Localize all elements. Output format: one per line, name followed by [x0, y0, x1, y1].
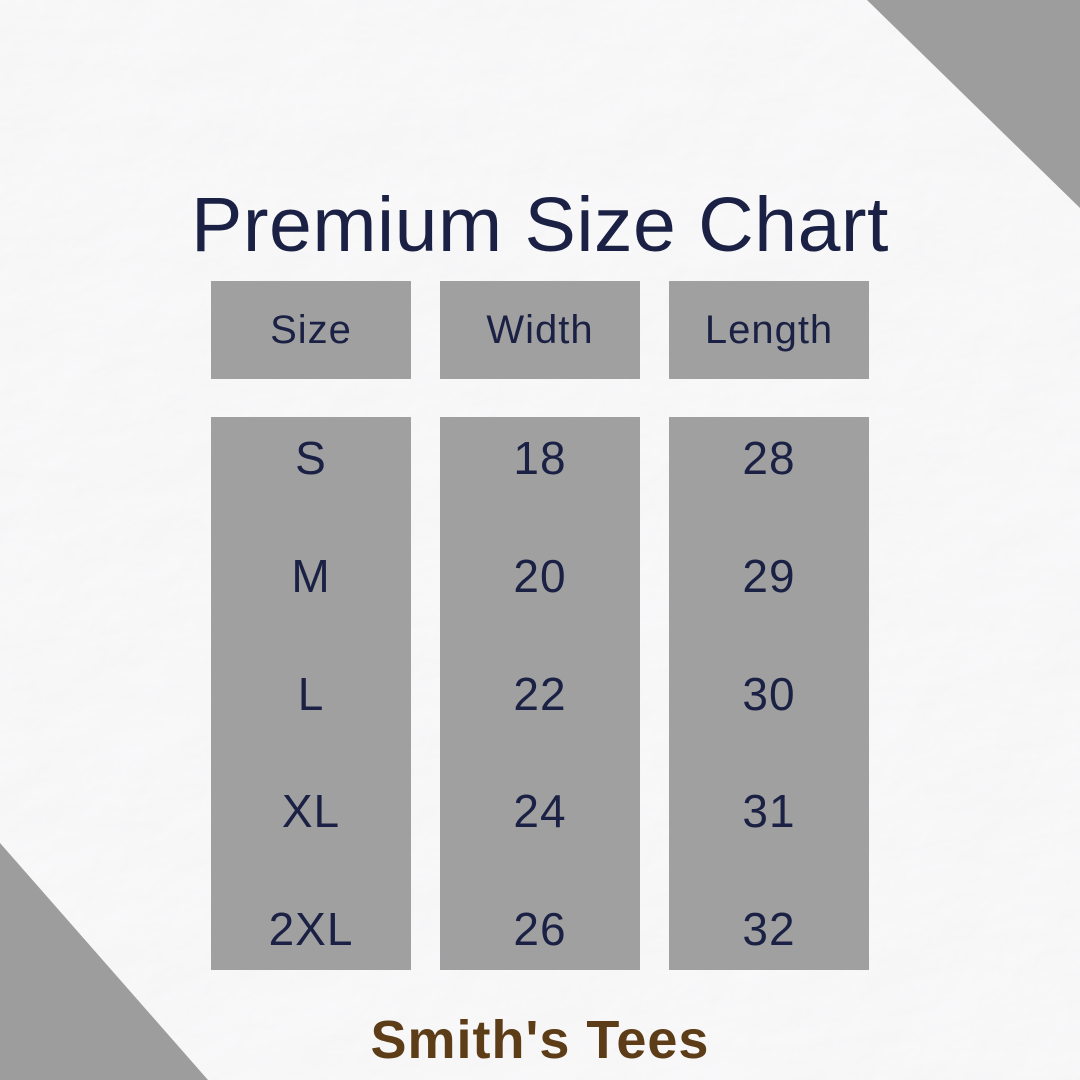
- width-cell: 18: [513, 432, 567, 484]
- size-cell: S: [295, 432, 327, 484]
- length-column: 28 29 30 31 32: [669, 417, 869, 970]
- size-column: S M L XL 2XL: [211, 417, 411, 970]
- width-cell: 26: [513, 903, 567, 955]
- size-cell: 2XL: [268, 903, 354, 955]
- column-header-length: Length: [669, 281, 869, 379]
- brand-name: Smith's Tees: [370, 1010, 710, 1070]
- length-cell: 29: [742, 549, 796, 602]
- size-cell: XL: [281, 785, 341, 838]
- page-title: Premium Size Chart: [191, 181, 889, 268]
- width-column: 18 20 22 24 26: [440, 417, 640, 970]
- column-header-size: Size: [211, 281, 411, 379]
- length-cell: 28: [742, 432, 796, 484]
- column-header-width: Width: [440, 281, 640, 379]
- length-cell: 31: [742, 785, 796, 838]
- width-cell: 24: [513, 785, 567, 838]
- size-table: Size Width Length S M L XL 2XL 18 20 22 …: [211, 281, 869, 970]
- size-cell: L: [297, 667, 325, 720]
- width-cell: 20: [513, 549, 567, 602]
- length-cell: 32: [742, 903, 796, 955]
- size-cell: M: [291, 549, 331, 602]
- length-cell: 30: [742, 667, 796, 720]
- width-cell: 22: [513, 667, 567, 720]
